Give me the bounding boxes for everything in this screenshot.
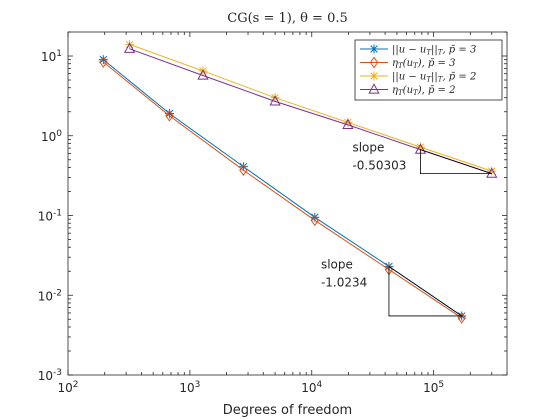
- slope-label: slope: [352, 141, 384, 155]
- x-tick-label: 105: [423, 380, 444, 395]
- y-tick-label: 10-2: [38, 288, 62, 303]
- data-point: [165, 109, 174, 122]
- data-point: [270, 93, 280, 103]
- legend-label: ηT(uT), p̄ = 2: [392, 85, 455, 97]
- x-tick-label: 103: [179, 380, 200, 395]
- legend-swatch-marker: [369, 71, 379, 81]
- data-point: [269, 95, 281, 106]
- slope-value: -0.50303: [352, 159, 406, 173]
- slope-value: -1.0234: [321, 275, 367, 289]
- legend-label: ||u − uT||T, p̄ = 3: [392, 45, 476, 57]
- series-line: [103, 61, 462, 319]
- axis-tick-labels: 102 103 104 105 10-3 10-2 10-1 100 101: [38, 49, 444, 395]
- legend-entry: ||u − uT||T, p̄ = 3: [360, 44, 476, 57]
- legend-swatch-marker: [369, 44, 379, 54]
- series-line: [129, 43, 492, 172]
- chart-title: CG(s = 1), θ = 0.5: [227, 11, 348, 26]
- data-point: [310, 214, 320, 227]
- x-tick-label: 102: [57, 380, 78, 395]
- y-tick-label: 100: [41, 129, 62, 144]
- legend-label: ||u − uT||T, p̄ = 2: [392, 72, 476, 84]
- axis-ticks: [67, 31, 508, 376]
- legend: ||u − uT||T, p̄ = 3ηT(uT), p̄ = 3 ||u − u…: [354, 39, 503, 101]
- data-point: [123, 42, 136, 53]
- slope-annotations: slope -0.50303 slope -1.0234: [321, 141, 492, 317]
- data-point: [342, 118, 354, 129]
- series-layer: [98, 39, 498, 324]
- x-tick-label: 104: [301, 380, 322, 395]
- legend-label: ηT(uT), p̄ = 3: [392, 58, 455, 70]
- legend-swatch-marker: [369, 56, 379, 69]
- y-tick-label: 10-1: [38, 209, 62, 224]
- slope-triangle: [420, 149, 492, 175]
- slope-triangle: [388, 266, 464, 317]
- slope-annotation-2: slope -1.0234: [321, 257, 464, 317]
- data-point: [197, 69, 209, 80]
- y-tick-label: 10-3: [38, 368, 62, 383]
- legend-entry: ηT(uT), p̄ = 3: [360, 56, 455, 70]
- data-point: [239, 164, 248, 177]
- slope-label: slope: [321, 257, 353, 271]
- x-axis-label: Degrees of freedom: [223, 403, 352, 418]
- y-tick-label: 101: [41, 49, 62, 64]
- legend-entry: ηT(uT), p̄ = 2: [360, 83, 455, 97]
- slope-annotation-1: slope -0.50303: [352, 141, 492, 175]
- legend-entry: ||u − uT||T, p̄ = 2: [360, 71, 476, 84]
- legend-swatch-marker: [368, 83, 380, 94]
- data-point: [99, 56, 108, 68]
